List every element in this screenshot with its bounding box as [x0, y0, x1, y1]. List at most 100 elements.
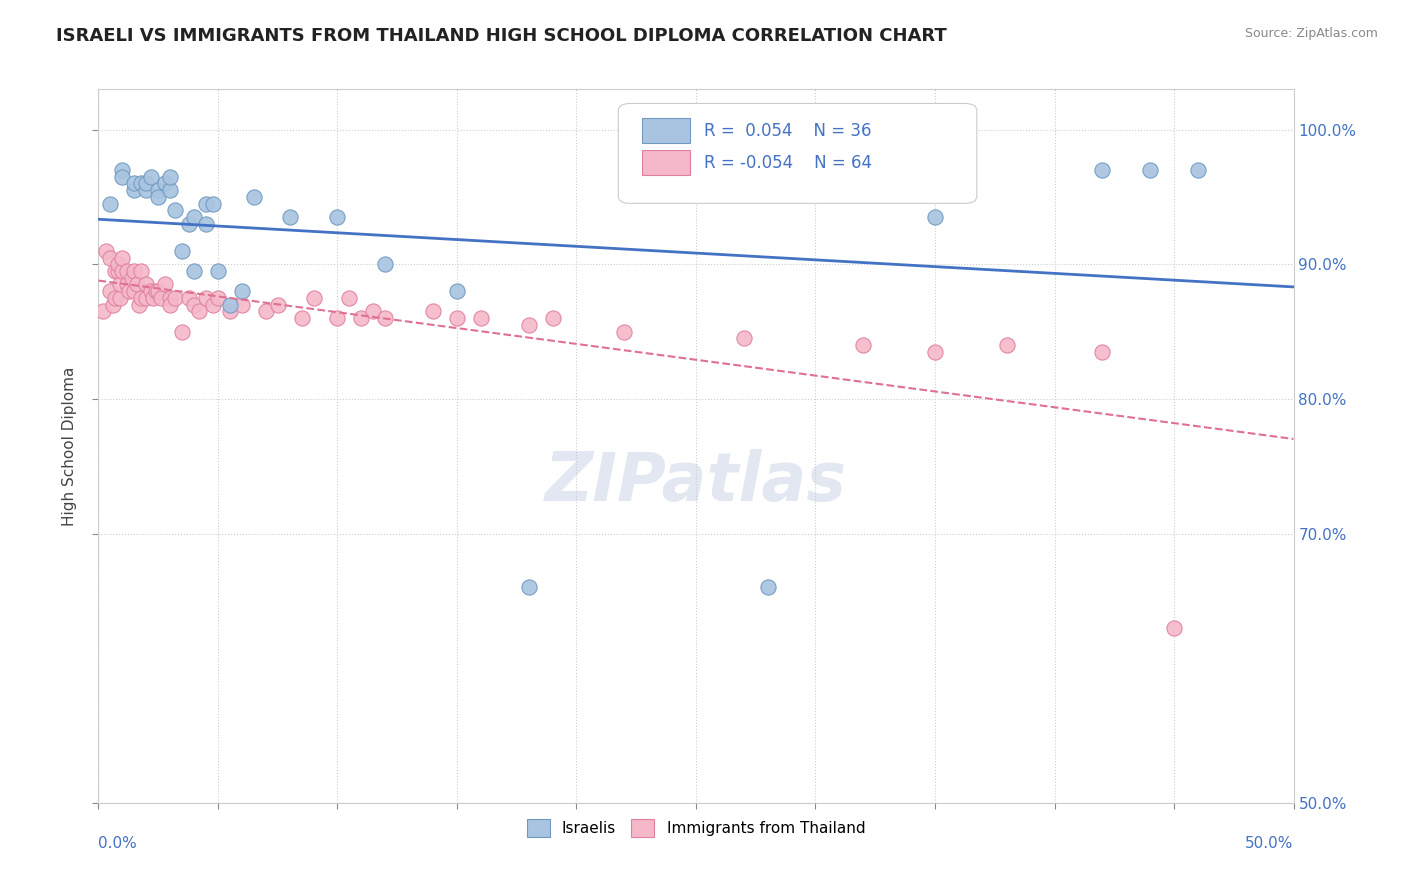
Point: [131, 177, 153, 191]
Point: [98, 284, 122, 298]
Text: R =  0.054    N = 36: R = 0.054 N = 36: [704, 121, 872, 139]
Point: [517, 580, 540, 594]
FancyBboxPatch shape: [643, 118, 690, 143]
Y-axis label: High School Diploma: High School Diploma: [62, 367, 77, 525]
Point: [1091, 163, 1114, 178]
Point: [374, 257, 396, 271]
Text: 0.0%: 0.0%: [98, 837, 138, 852]
Point: [111, 251, 134, 265]
Point: [231, 284, 253, 298]
Point: [108, 277, 131, 292]
Point: [159, 169, 181, 184]
Point: [446, 311, 468, 326]
Point: [243, 190, 266, 204]
Text: Source: ZipAtlas.com: Source: ZipAtlas.com: [1244, 27, 1378, 40]
Point: [326, 210, 349, 224]
Point: [107, 257, 129, 271]
Point: [155, 277, 177, 292]
Point: [187, 304, 209, 318]
Point: [104, 264, 127, 278]
Point: [517, 318, 540, 332]
Point: [326, 311, 349, 326]
Point: [172, 325, 194, 339]
Point: [124, 177, 146, 191]
Point: [145, 284, 167, 298]
Point: [142, 291, 165, 305]
Point: [121, 270, 143, 285]
Point: [183, 264, 205, 278]
Text: ZIPatlas: ZIPatlas: [546, 449, 846, 515]
Point: [108, 291, 131, 305]
Point: [155, 177, 177, 191]
Point: [104, 291, 127, 305]
Point: [115, 277, 138, 292]
Point: [159, 298, 181, 312]
Point: [124, 284, 146, 298]
Point: [350, 311, 373, 326]
Point: [149, 291, 172, 305]
Point: [1091, 344, 1114, 359]
Point: [207, 291, 229, 305]
Point: [339, 291, 361, 305]
Legend: Israelis, Immigrants from Thailand: Israelis, Immigrants from Thailand: [519, 811, 873, 845]
Point: [148, 183, 170, 197]
Point: [733, 331, 755, 345]
Point: [139, 169, 162, 184]
Point: [125, 277, 148, 292]
Point: [139, 284, 162, 298]
Point: [219, 298, 242, 312]
Point: [98, 251, 122, 265]
Point: [179, 291, 201, 305]
Point: [613, 325, 636, 339]
Point: [924, 210, 946, 224]
Point: [98, 196, 122, 211]
Point: [111, 169, 134, 184]
Text: 50.0%: 50.0%: [1246, 837, 1294, 852]
Point: [131, 264, 153, 278]
Point: [115, 264, 138, 278]
FancyBboxPatch shape: [619, 103, 977, 203]
Point: [267, 298, 290, 312]
Point: [852, 338, 875, 352]
Point: [422, 304, 444, 318]
Point: [1139, 163, 1161, 178]
Point: [118, 284, 141, 298]
Point: [91, 304, 114, 318]
Point: [172, 244, 194, 258]
Point: [195, 217, 218, 231]
FancyBboxPatch shape: [643, 150, 690, 175]
Point: [291, 311, 314, 326]
Point: [163, 203, 186, 218]
Point: [374, 311, 396, 326]
Point: [302, 291, 325, 305]
Point: [1163, 621, 1185, 635]
Point: [163, 291, 186, 305]
Point: [159, 183, 181, 197]
Point: [924, 344, 946, 359]
Point: [195, 196, 218, 211]
Point: [101, 298, 124, 312]
Point: [183, 298, 205, 312]
Point: [111, 264, 134, 278]
Point: [195, 291, 218, 305]
Point: [363, 304, 385, 318]
Point: [202, 196, 225, 211]
Point: [231, 298, 253, 312]
Point: [446, 284, 468, 298]
Point: [111, 163, 134, 178]
Point: [207, 264, 229, 278]
Point: [124, 264, 146, 278]
Point: [202, 298, 225, 312]
Point: [128, 298, 150, 312]
Point: [135, 291, 157, 305]
Point: [541, 311, 564, 326]
Point: [470, 311, 492, 326]
Point: [107, 264, 129, 278]
Point: [159, 291, 181, 305]
Point: [1187, 163, 1209, 178]
Point: [135, 183, 157, 197]
Point: [131, 291, 153, 305]
Point: [995, 338, 1018, 352]
Point: [756, 580, 779, 594]
Point: [135, 177, 157, 191]
